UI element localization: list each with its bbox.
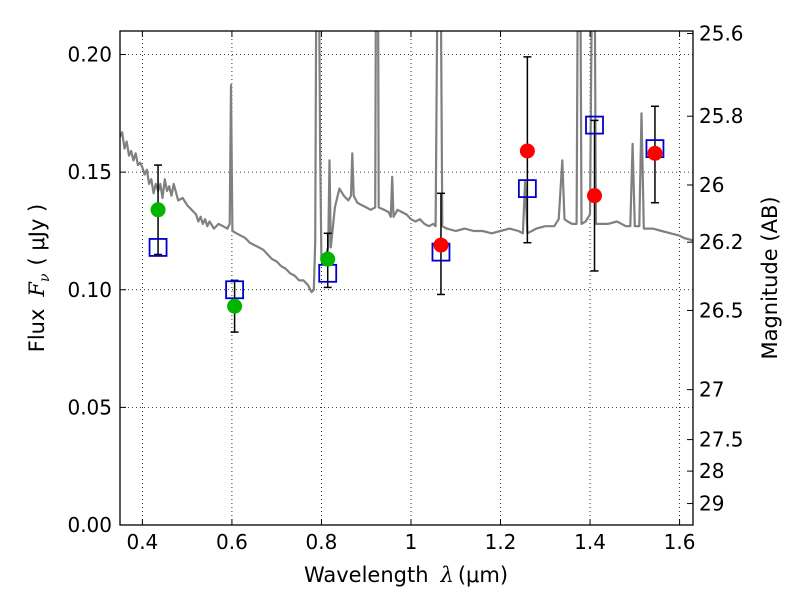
y2-tick-label: 25.6: [699, 22, 744, 46]
y-tick-label: 0.05: [67, 395, 112, 419]
observed-point-marker: [647, 145, 663, 161]
model-square-marker: [225, 280, 245, 300]
x-tick-label: 1.6: [664, 530, 696, 554]
y2-tick-label: 25.8: [699, 104, 744, 128]
observed-point-marker: [320, 251, 336, 267]
x-tick-label: 1: [405, 530, 418, 554]
spectrum-line: [120, 31, 693, 294]
x-tick-label: 0.6: [216, 530, 248, 554]
y2-axis-label: Magnitude (AB): [758, 196, 782, 359]
y-tick-label: 0.10: [67, 278, 112, 302]
y2-tick-label: 27: [699, 378, 724, 402]
x-tick-label: 0.4: [126, 530, 158, 554]
y2-tick-label: 26.5: [699, 298, 744, 322]
data-points: [148, 56, 665, 333]
observed-point-marker: [150, 202, 166, 218]
x-axis-label: Wavelength λ (μm): [304, 563, 508, 587]
y2-tick-label: 28: [699, 459, 724, 483]
observed-point-marker: [433, 237, 449, 253]
observed-point-marker: [587, 188, 603, 204]
x-tick-label: 1.2: [485, 530, 517, 554]
model-square-marker: [517, 179, 537, 199]
axis-ticks: 0.4 0.6 0.8 1 1.2 1.4 1.6 0.00 0.05 0.10 0.15 0.20 2…: [67, 22, 743, 554]
y-tick-label: 0.15: [67, 160, 112, 184]
y2-tick-label: 26.2: [699, 230, 744, 254]
y2-tick-label: 27.5: [699, 428, 744, 452]
plot-frame: [119, 30, 694, 526]
x-tick-label: 0.8: [306, 530, 338, 554]
model-square-marker: [585, 115, 604, 135]
y2-tick-label: 26: [699, 173, 724, 197]
y-tick-label: 0.20: [67, 43, 112, 67]
y-axis-label: FluxFν( μJy ): [25, 204, 53, 352]
model-square-marker: [148, 238, 168, 257]
observed-point-marker: [519, 143, 535, 159]
grid-lines: [120, 31, 693, 526]
y2-tick-label: 29: [699, 492, 724, 516]
x-tick-label: 1.4: [574, 530, 606, 554]
model-spectrum: [120, 31, 693, 294]
observed-point-marker: [227, 298, 243, 314]
y-tick-label: 0.00: [67, 513, 112, 537]
